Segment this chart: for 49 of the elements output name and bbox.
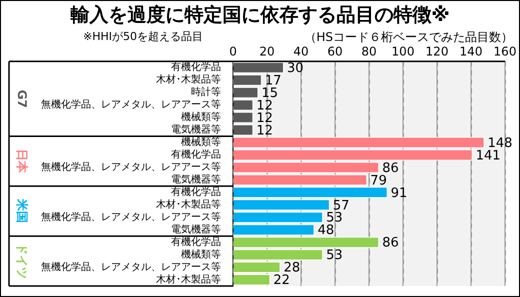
text: G7 [14, 90, 29, 108]
text: ※HHIが50を超える品目 [83, 30, 204, 44]
y-tick-label: 無機化学品、レアメタル、レアアース等 [41, 210, 221, 223]
y-tick-label: 無機化学品、レアメタル、レアアース等 [41, 161, 221, 174]
y-tick-label: 無機化学品、レアメタル、レアアース等 [41, 98, 221, 111]
y-tick-label: 無機化学品、レアメタル、レアアース等 [41, 260, 221, 273]
y-tick-label: 木材･木製品等 [156, 198, 221, 210]
data-label: 141 [476, 148, 501, 164]
y-tick-label: 有機化学品 [171, 186, 221, 198]
data-label: 22 [273, 273, 290, 288]
data-label: 12 [256, 123, 273, 138]
y-tick-label: 有機化学品 [171, 61, 221, 74]
y-tick-label: 機械類等 [181, 111, 221, 124]
data-label: 148 [488, 136, 512, 151]
x-tick-label: 140 [460, 44, 482, 58]
x-tick-label: 60 [327, 44, 343, 58]
y-tick-label: 木材･木製品等 [156, 74, 221, 86]
x-tick-label: 80 [361, 44, 377, 58]
data-label: 12 [256, 110, 273, 126]
y-tick-label: 時計等 [191, 86, 221, 98]
data-label: 12 [256, 98, 273, 114]
data-label: 15 [262, 86, 278, 101]
chart-title: 輸入を過度に特定国に依存する品目の特徴※ [69, 3, 451, 27]
y-tick-label: 電気機器等 [171, 223, 221, 236]
data-label: 53 [326, 248, 343, 264]
x-tick-label: 0 [229, 44, 237, 58]
data-label: 48 [318, 223, 334, 238]
y-tick-label: 有機化学品 [171, 148, 221, 161]
x-axis-title: （HSコード６桁ベースでみた品目数） [304, 30, 513, 44]
y-tick-label: 機械類等 [181, 136, 221, 148]
text: 日本 [14, 149, 29, 174]
x-tick-label: 160 [494, 44, 516, 58]
y-tick-label: 有機化学品 [171, 236, 221, 248]
y-tick-label: 木材･木製品等 [156, 273, 221, 286]
x-tick-label: 20 [259, 44, 275, 58]
data-label: 86 [382, 160, 399, 176]
text: 米国 [14, 198, 29, 224]
data-label: 86 [382, 236, 399, 251]
data-label: 79 [370, 173, 387, 188]
data-label: 17 [264, 73, 282, 88]
x-tick-label: 120 [426, 44, 448, 58]
text: ドイツ [14, 243, 29, 280]
x-tick-label: 100 [392, 44, 414, 58]
y-tick-label: 電気機器等 [171, 124, 221, 136]
data-label: 30 [287, 61, 304, 76]
x-tick-label: 40 [293, 44, 309, 58]
data-label: 91 [390, 186, 408, 201]
y-tick-label: 電気機器等 [171, 174, 221, 186]
y-tick-label: 機械類等 [181, 248, 221, 260]
